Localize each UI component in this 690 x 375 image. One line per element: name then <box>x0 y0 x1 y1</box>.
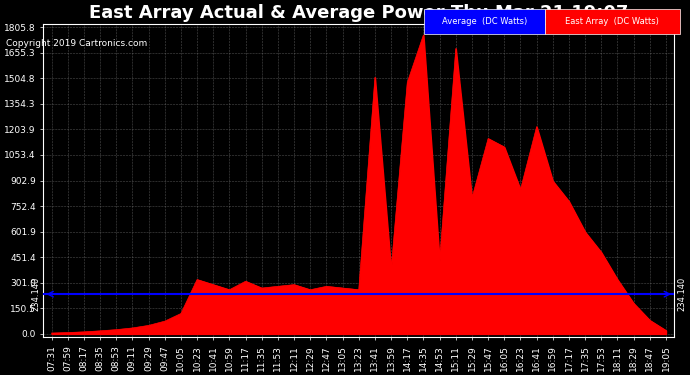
Text: Copyright 2019 Cartronics.com: Copyright 2019 Cartronics.com <box>6 39 147 48</box>
Text: 234.140: 234.140 <box>31 277 40 311</box>
Text: Average  (DC Watts): Average (DC Watts) <box>442 17 527 26</box>
Text: East Array  (DC Watts): East Array (DC Watts) <box>565 17 660 26</box>
Text: 234.140: 234.140 <box>678 277 687 311</box>
Title: East Array Actual & Average Power Thu Mar 21 19:07: East Array Actual & Average Power Thu Ma… <box>89 4 629 22</box>
